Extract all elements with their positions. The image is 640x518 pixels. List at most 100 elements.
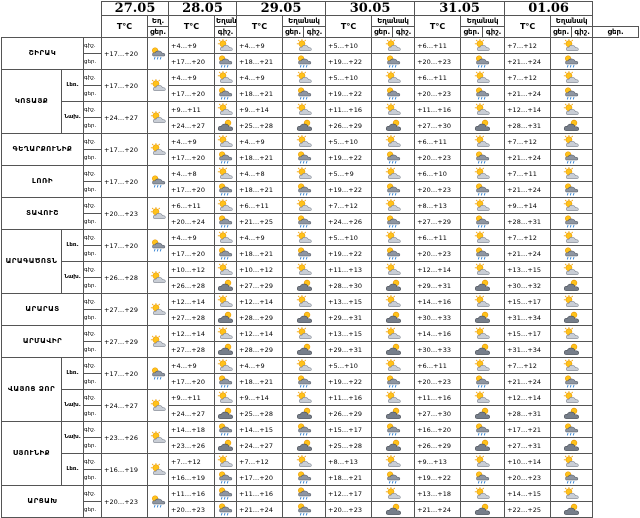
weather-icon-cell: cloud	[460, 405, 506, 422]
region-name: ԳԵՂԱՐՔՈՒՆԻՔ	[1, 133, 84, 166]
column-header-row: T°C Եղ. T°C Եղանակ T°C Եղանակ T°C Եղանակ…	[2, 15, 639, 38]
temperature-cell: +8…+13	[325, 453, 373, 470]
region-row: Նախ.գիշ.+24…+27sun-cloud+9…+11sun-cloud+…	[2, 389, 639, 422]
sun-cloud-icon	[217, 295, 234, 307]
temperature-cell: +28…+31	[504, 117, 552, 134]
temperature-cell: +20…+23	[414, 373, 462, 390]
temperature-cell: +4…+9	[168, 133, 216, 150]
temperature-cell: +24…+27	[168, 117, 216, 134]
rain-icon	[474, 471, 491, 484]
temperature-cell: +18…+21	[236, 245, 284, 262]
weather-icon-cell: sun-cloud	[214, 261, 238, 278]
period-label: ցեր.	[82, 405, 103, 422]
weather-icon-cell: cloud	[371, 277, 416, 294]
temperature-cell: +11…+16	[168, 485, 216, 502]
weather-icon-cell: sun-cloud	[460, 197, 506, 214]
temperature-cell: +11…+16	[414, 101, 462, 118]
temperature-cell: +4…+9	[168, 357, 216, 374]
sun-cloud-icon	[217, 199, 234, 211]
date-header-row: 27.05 28.05 29.05 30.05 31.05 01.06	[1, 1, 639, 38]
sun-cloud-icon	[150, 335, 167, 347]
sun-cloud-icon	[217, 39, 234, 51]
rain-icon	[296, 503, 313, 516]
temperature-cell: +20…+23	[414, 245, 462, 262]
rain-icon	[150, 47, 167, 60]
weather-icon-cell: sun-cloud	[371, 325, 416, 342]
sun-cloud-icon	[385, 167, 402, 179]
temperature-cell: +24…+27	[101, 389, 149, 422]
cloud-icon	[385, 343, 402, 355]
weather-icon-cell: rain	[371, 213, 416, 230]
weather-icon-cell: sun-cloud	[460, 485, 506, 502]
temperature-cell: +28…+29	[236, 341, 284, 358]
temperature-cell: +20…+23	[414, 181, 462, 198]
temperature-cell: +21…+24	[504, 85, 552, 102]
temperature-cell: +18…+21	[236, 53, 284, 70]
temperature-cell: +20…+23	[414, 53, 462, 70]
region-name: ԱՐՄԱՎԻՐ	[1, 325, 84, 358]
sun-cloud-icon	[296, 103, 313, 115]
temperature-cell: +18…+21	[236, 181, 284, 198]
weather-icon-cell: sun-cloud	[282, 229, 327, 246]
region-name: ԼՈՌԻ	[1, 165, 84, 198]
temperature-cell: +27…+29	[236, 277, 284, 294]
temperature-cell: +15…+17	[504, 293, 552, 310]
region-row: ցեր.+27…+28cloud+28…+29cloud+29…+31cloud…	[2, 309, 639, 326]
region-name: ԿՈՏԱՅՔ	[1, 69, 62, 134]
weather-icon-cell: cloud	[550, 341, 594, 358]
region-row: ցեր.+20…+23rain+21…+24rain+20…+23cloud+2…	[2, 501, 639, 518]
weather-icon-cell: cloud	[282, 117, 327, 134]
weather-icon-cell: sun-cloud	[282, 37, 327, 54]
temperature-cell: +17…+20	[101, 133, 149, 166]
weather-icon-cell: cloud	[214, 341, 238, 358]
cloud-icon	[385, 503, 402, 515]
rain-icon	[385, 215, 402, 228]
cloud-icon	[217, 343, 234, 355]
temp-header: T°C	[101, 15, 149, 38]
temperature-cell: +7…+12	[504, 357, 552, 374]
temperature-cell: +9…+11	[168, 101, 216, 118]
period-label: գիշ.	[82, 101, 103, 118]
region-row: ցեր.+17…+20rain+18…+21rain+19…+22rain+20…	[2, 181, 639, 198]
region-row: Լեռ.գիշ.+16…+19sun-cloud+7…+12sun-cloud+…	[2, 453, 639, 486]
weather-icon-cell: sun-cloud	[282, 293, 327, 310]
sun-cloud-icon	[474, 295, 491, 307]
temperature-cell: +12…+14	[236, 325, 284, 342]
temp-header: T°C	[325, 15, 373, 38]
temperature-cell: +16…+20	[414, 421, 462, 438]
temperature-cell: +26…+28	[168, 277, 216, 294]
cloud-icon	[385, 119, 402, 131]
sun-cloud-icon	[217, 71, 234, 83]
sun-cloud-icon	[474, 231, 491, 243]
region-row: ԳԵՂԱՐՔՈՒՆԻՔգիշ.+17…+20sun-cloud+4…+9sun-…	[1, 133, 639, 166]
weather-icon-cell: rain	[371, 373, 416, 390]
weather-icon-cell: cloud	[550, 309, 594, 326]
region-row: ԼՈՌԻգիշ.+17…+20rain+4…+8sun-cloud+4…+8su…	[1, 165, 639, 198]
weather-icon-cell: rain	[147, 485, 170, 518]
sun-cloud-icon	[296, 455, 313, 467]
sun-cloud-icon	[150, 399, 167, 411]
rain-icon	[385, 183, 402, 196]
sun-cloud-icon	[563, 199, 580, 211]
cloud-icon	[474, 439, 491, 451]
cloud-icon	[296, 343, 313, 355]
temperature-cell: +10…+14	[504, 453, 552, 470]
sun-cloud-icon	[563, 263, 580, 275]
period-label: ցեր.	[82, 501, 103, 518]
temperature-cell: +20…+23	[325, 501, 373, 518]
sun-cloud-icon	[474, 103, 491, 115]
weather-icon-cell: sun-cloud	[460, 325, 506, 342]
night-header: գիշ.	[571, 26, 594, 38]
weather-icon-cell: rain	[460, 213, 506, 230]
rain-icon	[385, 423, 402, 436]
weather-icon-cell: sun-cloud	[550, 325, 594, 342]
sun-cloud-icon	[563, 135, 580, 147]
temperature-cell: +22…+25	[504, 501, 552, 518]
temperature-cell: +16…+19	[168, 469, 216, 486]
temperature-cell: +14…+16	[414, 293, 462, 310]
weather-icon-cell: rain	[460, 245, 506, 262]
weather-icon-cell: cloud	[214, 437, 238, 454]
weather-icon-cell: sun-cloud	[147, 69, 170, 102]
sun-cloud-icon	[385, 103, 402, 115]
sun-cloud-icon	[563, 487, 580, 499]
